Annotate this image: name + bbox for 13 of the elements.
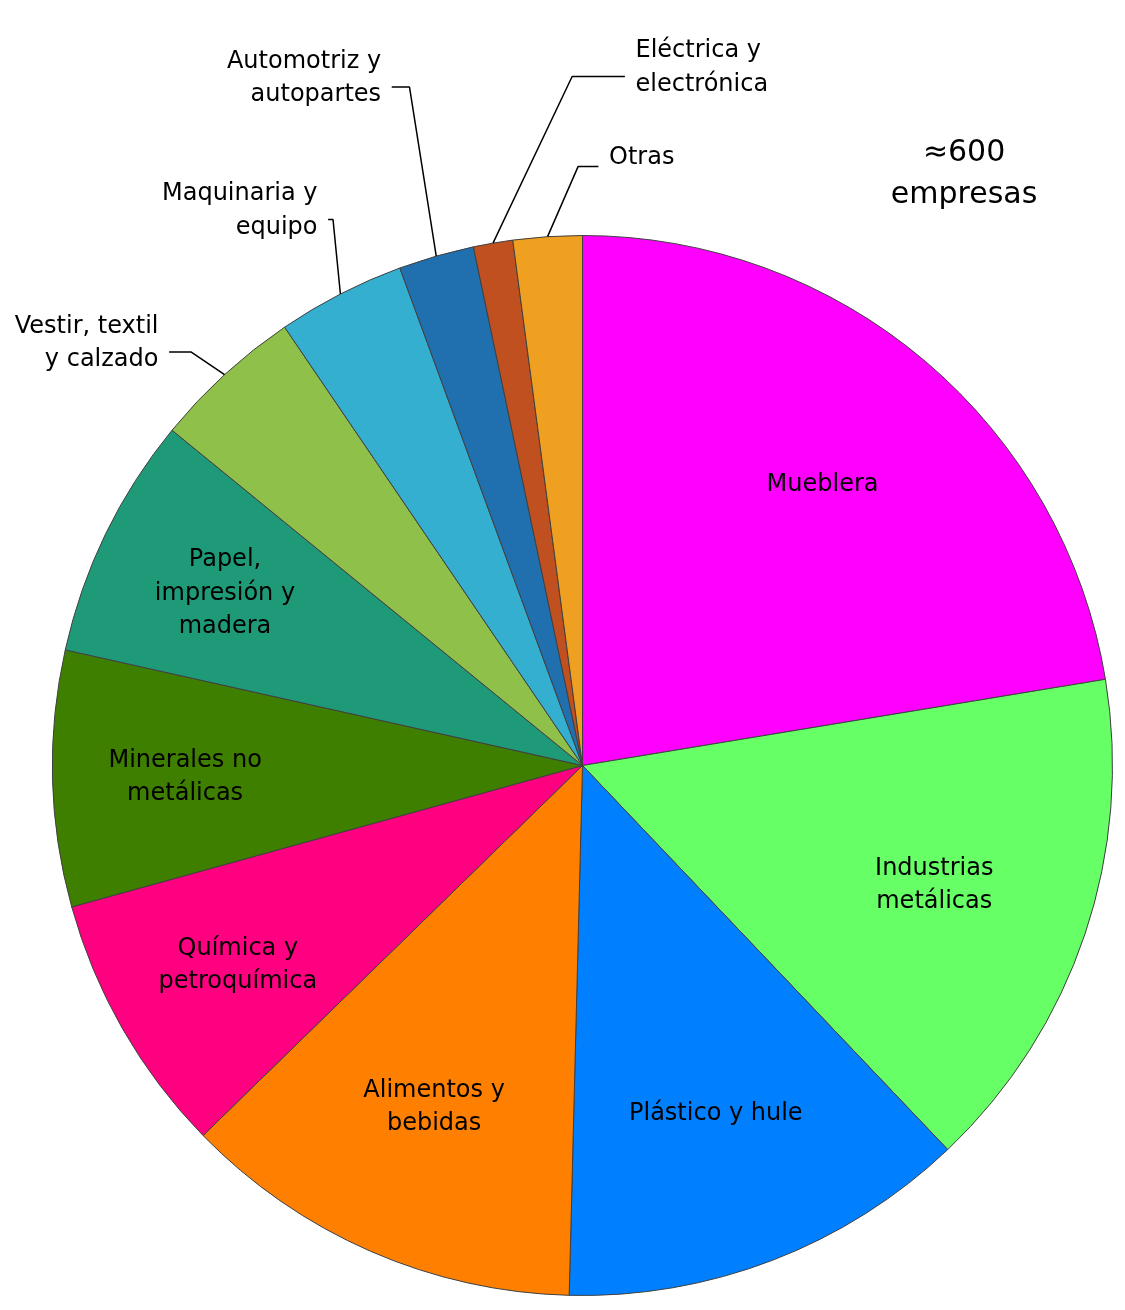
slice-label: Maquinaria y equipo	[161, 178, 318, 240]
slice-label: Mueblera	[766, 468, 879, 497]
slice-label: Minerales no metálicas	[108, 744, 262, 807]
slice-label: Automotriz y autopartes	[226, 45, 382, 108]
slice-label: Industrias metálicas	[875, 852, 994, 915]
slice-label: Eléctrica y electrónica	[635, 35, 769, 97]
slice-label: Alimentos y bebidas	[363, 1074, 505, 1137]
slice-label: Plástico y hule	[629, 1097, 803, 1126]
text: ≈600 empresas	[890, 133, 1038, 211]
slice-label: Química y petroquímica	[158, 932, 318, 995]
slice-label: Papel, impresión y madera	[154, 544, 296, 640]
slice-label: Otras	[609, 142, 675, 170]
slice-label: Vestir, textil y calzado	[14, 310, 159, 373]
